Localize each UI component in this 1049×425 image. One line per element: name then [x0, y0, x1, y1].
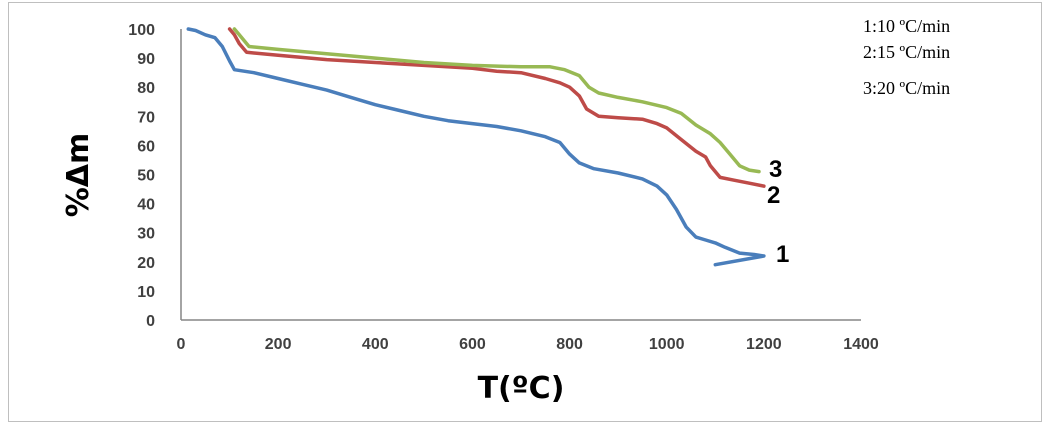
y-tick-label: 0: [146, 313, 155, 330]
legend-entry-3: 3:20 ºC/min: [863, 78, 950, 98]
y-tick-label: 10: [137, 284, 155, 301]
legend-entry-2: 2:15 ºC/min: [863, 42, 950, 62]
y-tick-label: 80: [137, 80, 155, 97]
series-line-3: [232, 27, 761, 174]
legend-entry-1: 1:10 ºC/min: [863, 16, 950, 36]
y-tick-label: 70: [137, 109, 155, 126]
y-tick-label: 60: [137, 138, 155, 155]
x-tick-label: 1000: [649, 336, 685, 353]
axes: [180, 29, 861, 321]
x-axis-label: T(ºC): [478, 371, 565, 406]
y-axis-label: %Δm: [61, 133, 96, 218]
curve-label-2: 2: [767, 182, 780, 209]
x-tick-label: 800: [556, 336, 583, 353]
curve-label-1: 1: [776, 241, 789, 268]
x-tick-label: 200: [265, 336, 292, 353]
y-tick-label: 50: [137, 168, 155, 185]
x-tick-label: 1400: [843, 336, 879, 353]
x-tick-label: 0: [177, 336, 186, 353]
x-tick-label: 1200: [746, 336, 782, 353]
y-tick-label: 20: [137, 255, 155, 272]
series-lines: [186, 27, 766, 267]
x-tick-label: 400: [362, 336, 389, 353]
series-line-2: [227, 27, 766, 188]
y-tick-label: 30: [137, 226, 155, 243]
y-tick-label: 40: [137, 197, 155, 214]
y-tick-label: 100: [128, 22, 155, 39]
curve-label-3: 3: [769, 156, 782, 183]
y-tick-label: 90: [137, 51, 155, 68]
x-tick-label: 600: [459, 336, 486, 353]
tick-labels: 0 200 400 600 800 1000 1200 1400 0 10 20 30 40 50 60 70…: [128, 22, 879, 353]
series-line-1: [186, 27, 766, 267]
